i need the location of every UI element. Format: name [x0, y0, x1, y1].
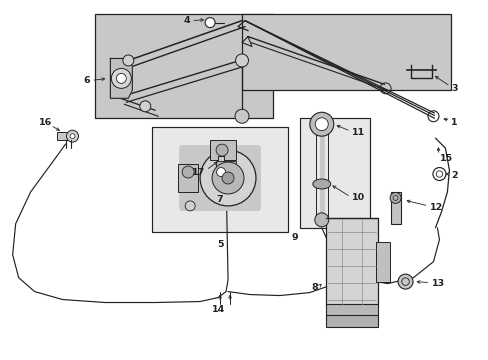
Circle shape: [70, 134, 75, 139]
FancyBboxPatch shape: [152, 127, 287, 232]
Circle shape: [212, 162, 244, 194]
Circle shape: [309, 112, 333, 136]
FancyBboxPatch shape: [179, 145, 261, 211]
Circle shape: [235, 54, 248, 67]
Text: 5: 5: [216, 240, 223, 249]
Circle shape: [140, 101, 150, 112]
Text: 11: 11: [351, 128, 364, 137]
Text: 2: 2: [450, 171, 457, 180]
FancyBboxPatch shape: [242, 14, 450, 90]
Text: 7: 7: [216, 195, 223, 204]
Circle shape: [216, 167, 225, 176]
Bar: [375, 242, 389, 282]
Text: 13: 13: [430, 279, 444, 288]
FancyBboxPatch shape: [299, 118, 369, 228]
Circle shape: [314, 213, 328, 227]
Bar: [210, 140, 236, 160]
Circle shape: [111, 68, 131, 88]
Circle shape: [182, 166, 194, 178]
Circle shape: [122, 55, 134, 66]
Bar: [325, 303, 377, 316]
Circle shape: [315, 118, 327, 131]
Circle shape: [200, 150, 255, 206]
Bar: [218, 156, 224, 176]
Bar: [325, 315, 377, 328]
Text: 6: 6: [83, 76, 90, 85]
Text: 8: 8: [310, 283, 317, 292]
Circle shape: [389, 193, 400, 203]
Circle shape: [235, 109, 248, 123]
Text: 10: 10: [351, 193, 364, 202]
Circle shape: [222, 172, 234, 184]
Text: 17: 17: [191, 167, 204, 176]
Circle shape: [216, 144, 227, 156]
Text: 16: 16: [39, 118, 52, 127]
Bar: [216, 161, 236, 168]
Text: 9: 9: [291, 233, 297, 242]
Circle shape: [185, 201, 195, 211]
Text: 14: 14: [211, 305, 224, 314]
Text: 4: 4: [183, 16, 190, 25]
Bar: [390, 192, 400, 224]
Text: 3: 3: [450, 84, 457, 93]
Bar: [325, 218, 377, 306]
Polygon shape: [110, 58, 132, 98]
FancyBboxPatch shape: [95, 14, 272, 118]
Ellipse shape: [312, 179, 330, 189]
Circle shape: [204, 18, 215, 28]
Bar: [57, 132, 68, 140]
Circle shape: [116, 73, 126, 84]
Circle shape: [397, 274, 412, 289]
Text: 1: 1: [450, 118, 457, 127]
Bar: [178, 164, 198, 192]
Text: 15: 15: [439, 154, 452, 163]
Text: 12: 12: [428, 203, 442, 212]
Circle shape: [66, 130, 78, 142]
